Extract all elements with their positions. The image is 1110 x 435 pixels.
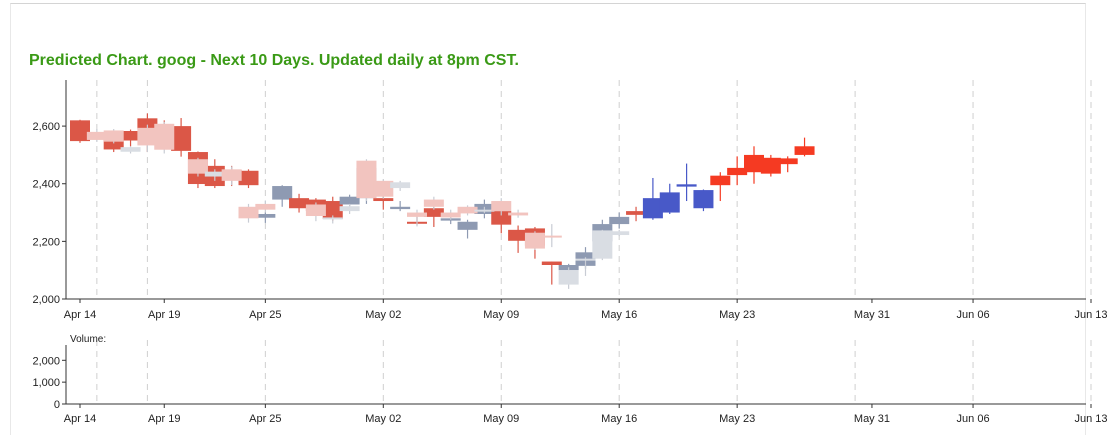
actual-candle — [390, 206, 411, 210]
actual-candle — [457, 221, 478, 230]
prior_forecast-candle — [508, 212, 529, 216]
prior_forecast-candle — [238, 206, 259, 219]
volume-panel: Volume: 0 1,000 2,000 Apr 14 Apr 19 Apr 25 May … — [32, 334, 1107, 425]
prior_forecast-candle — [524, 232, 545, 249]
prior_forecast-candle — [440, 212, 461, 218]
prediction-candle — [642, 198, 663, 219]
prior_forecast-candle — [356, 160, 377, 199]
actual-candle — [373, 198, 394, 202]
volume-y-tick-label: 2,000 — [32, 355, 60, 367]
volume-x-tick-label: Apr 14 — [64, 413, 96, 425]
price-x-tick-label: May 02 — [365, 309, 401, 321]
prior_forecast-candle — [609, 231, 630, 236]
prior_forecast-candle — [457, 206, 478, 214]
candles — [70, 113, 815, 289]
prediction-candle — [659, 192, 680, 213]
prediction-candle — [693, 190, 714, 209]
actual-candle — [171, 126, 192, 151]
actual-candle — [103, 138, 124, 150]
prior_forecast-candle — [137, 127, 158, 146]
actual-candle — [339, 196, 360, 205]
prior_forecast-candle — [154, 123, 175, 150]
prior_forecast-candle — [373, 180, 394, 197]
prior_forecast-candle — [558, 270, 579, 285]
price-x-tick-label: Apr 25 — [249, 309, 281, 321]
volume-y-tick-label: 1,000 — [32, 377, 60, 389]
price-y-tick-label: 2,200 — [32, 236, 60, 248]
price-x-tick-label: May 16 — [601, 309, 637, 321]
prediction-candle — [676, 184, 697, 187]
prediction-candle — [760, 157, 781, 174]
prediction-candle — [727, 167, 748, 176]
prior_forecast-candle — [187, 159, 208, 174]
prediction-candle — [777, 158, 798, 165]
actual-candle — [508, 229, 529, 241]
actual-candle — [120, 131, 141, 141]
price-x-tick-label: May 23 — [719, 309, 755, 321]
prior_forecast-candle — [541, 235, 562, 238]
chart-panel — [10, 3, 1086, 435]
volume-x-tick-label: Jun 13 — [1074, 413, 1107, 425]
actual-candle — [322, 201, 343, 219]
volume-x-tick-label: May 23 — [719, 413, 755, 425]
volume-label: Volume: — [70, 334, 106, 345]
prior_forecast-candle — [322, 217, 343, 220]
prior_forecast-candle — [491, 201, 512, 212]
prior_forecast-candle — [407, 212, 427, 217]
price-x-tick-label: Jun 06 — [957, 309, 990, 321]
volume-x-tick-label: Apr 25 — [249, 413, 281, 425]
prior_forecast-candle — [423, 199, 444, 207]
axes: 2,000 2,200 2,400 2,600 Apr 14 Apr 19 Apr 25 Ma… — [32, 80, 1108, 321]
prior_forecast-candle — [255, 203, 276, 210]
price-y-tick-label: 2,400 — [32, 179, 60, 191]
prior_forecast-candle — [86, 131, 107, 140]
volume-x-tick-label: May 31 — [854, 413, 890, 425]
prior_forecast-candle — [592, 230, 613, 259]
prior_forecast-candle — [575, 258, 596, 261]
actual-candle — [238, 170, 259, 186]
price-x-tick-label: May 31 — [854, 309, 890, 321]
volume-y-tick-label: 0 — [54, 399, 60, 411]
price-y-tick-label: 2,600 — [32, 121, 60, 133]
prior_forecast-candle — [390, 182, 411, 189]
volume-x-tick-label: May 16 — [601, 413, 637, 425]
prior_forecast-candle — [474, 209, 495, 212]
prediction-candle — [794, 146, 815, 155]
price-x-tick-label: Jun 13 — [1074, 309, 1107, 321]
actual-candle — [70, 120, 90, 142]
chart-title: Predicted Chart. goog - Next 10 Days. Up… — [29, 52, 519, 69]
price-x-tick-label: Apr 19 — [148, 309, 180, 321]
prior_forecast-candle — [305, 204, 326, 217]
price-y-tick-label: 2,000 — [32, 294, 60, 306]
actual-candle — [289, 198, 310, 209]
prior_forecast-candle — [120, 147, 141, 152]
actual-candle — [491, 211, 512, 225]
volume-x-tick-label: May 09 — [483, 413, 519, 425]
volume-x-tick-label: May 02 — [365, 413, 401, 425]
prior_forecast-candle — [103, 130, 124, 142]
actual-candle — [423, 208, 444, 217]
volume-x-tick-label: Jun 06 — [957, 413, 990, 425]
prior_forecast-candle — [221, 169, 242, 181]
prior_forecast-candle — [204, 171, 225, 177]
actual-candle — [541, 261, 562, 265]
price-x-tick-label: Apr 14 — [64, 309, 96, 321]
volume-x-tick-label: Apr 19 — [148, 413, 180, 425]
prior_forecast-candle — [339, 206, 360, 212]
actual-candle — [137, 118, 158, 130]
prediction-candle — [744, 154, 764, 173]
actual-candle — [272, 186, 293, 200]
actual-candle — [626, 211, 647, 215]
actual-candle — [255, 213, 276, 218]
actual-candle — [609, 216, 630, 225]
price-x-tick-label: May 09 — [483, 309, 519, 321]
prediction-candle — [710, 175, 731, 186]
